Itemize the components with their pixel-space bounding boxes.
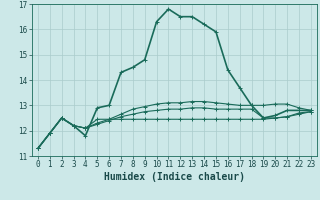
X-axis label: Humidex (Indice chaleur): Humidex (Indice chaleur) (104, 172, 245, 182)
